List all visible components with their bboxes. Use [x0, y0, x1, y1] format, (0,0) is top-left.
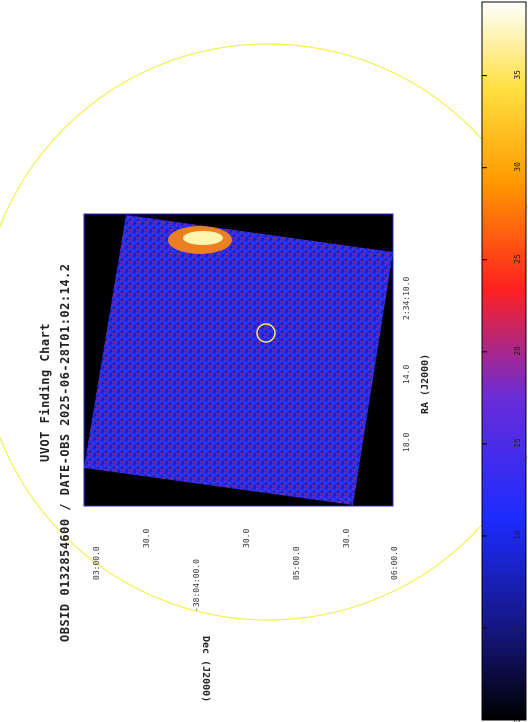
colorbar-tick-label: 10 [513, 530, 522, 540]
ra-tick-label: 14.0 [402, 364, 411, 384]
dec-tick-label: 06:00.0 [390, 546, 399, 580]
dec-tick-label: 30.0 [142, 528, 151, 548]
large-region-circle [0, 43, 528, 621]
colorbar-tick-label: 30 [513, 162, 522, 172]
colorbar-tick-label: 15 [513, 438, 522, 448]
ra-tick-label: 2:34:10.0 [402, 276, 411, 320]
colorbar [481, 1, 527, 721]
colorbar-ticks: 0 5 10 15 20 25 30 35 [482, 70, 522, 722]
ra-tick-label: 18.0 [402, 432, 411, 452]
exposure-region [84, 215, 393, 505]
colorbar-tick-label: 35 [513, 70, 522, 80]
target-circle [256, 323, 276, 343]
colorbar-tick-label: 5 [513, 627, 522, 632]
bright-source-core [183, 231, 223, 245]
ra-axis-label: RA (J2000) [420, 353, 431, 414]
dec-tick-label: 30.0 [342, 528, 351, 548]
chart-title: UVOT Finding Chart [38, 322, 52, 462]
dec-tick-label: 30.0 [242, 528, 251, 548]
chart-subtitle: OBSID 0132854600 / DATE-OBS 2025-06-28T0… [58, 263, 72, 642]
colorbar-tick-label: 25 [513, 254, 522, 264]
dec-tick-label: 05:00.0 [292, 546, 301, 580]
colorbar-tick-label: 20 [513, 346, 522, 356]
dec-axis-label: Dec (J2000) [200, 636, 211, 703]
dec-tick-label: -38:04:00.0 [192, 559, 201, 612]
colorbar-tick-label: 0 [513, 719, 522, 722]
dec-tick-label: 03:00.0 [92, 546, 101, 580]
